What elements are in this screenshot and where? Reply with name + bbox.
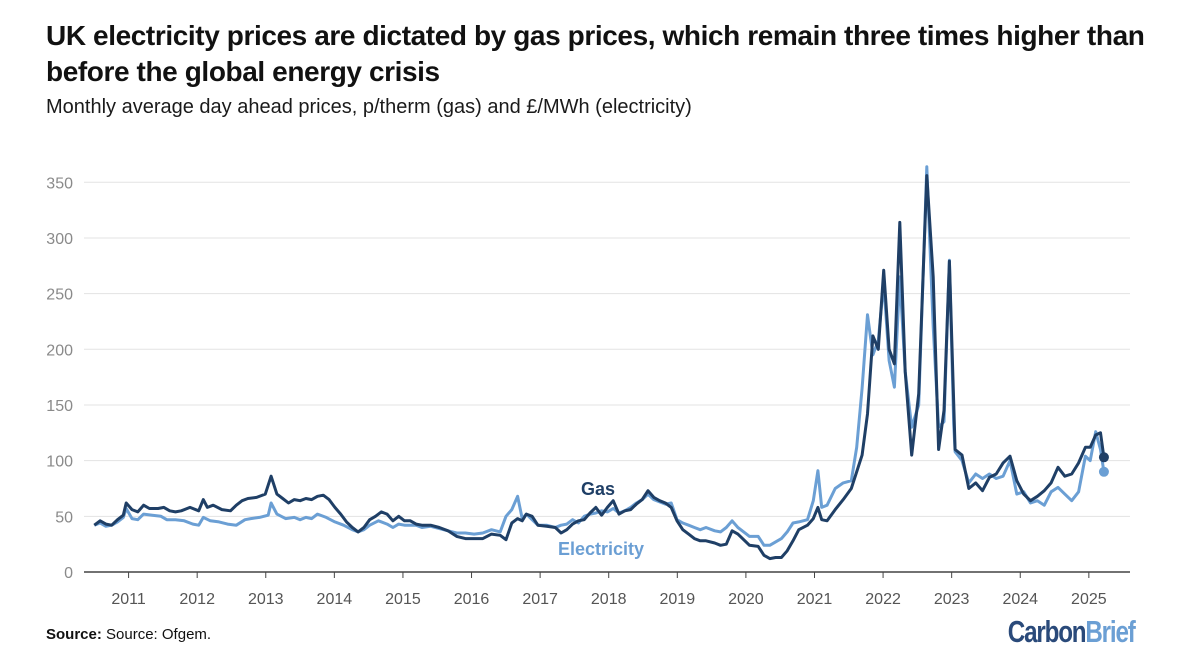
x-tick-label: 2022 xyxy=(865,591,901,608)
y-tick-label: 200 xyxy=(46,342,73,359)
x-tick-label: 2016 xyxy=(454,591,490,608)
electricity-line-end-point xyxy=(1098,466,1109,477)
x-tick-label: 2021 xyxy=(797,591,833,608)
electricity-series-label: Electricity xyxy=(558,539,644,559)
series-lines xyxy=(93,165,1109,561)
chart-subtitle: Monthly average day ahead prices, p/ther… xyxy=(46,96,692,118)
grid-lines xyxy=(84,181,1130,573)
x-tick-label: 2019 xyxy=(660,591,696,608)
x-tick-label: 2014 xyxy=(317,591,353,608)
x-tick-label: 2025 xyxy=(1071,591,1107,608)
source-label: Source: xyxy=(46,626,102,643)
source-note: Source: Source: Ofgem. xyxy=(46,626,211,643)
x-tick-label: 2018 xyxy=(591,591,627,608)
x-tick-label: 2015 xyxy=(385,591,421,608)
x-tick-label: 2024 xyxy=(1002,591,1038,608)
x-tick-label: 2012 xyxy=(179,591,215,608)
x-tick-label: 2023 xyxy=(934,591,970,608)
gas-line xyxy=(93,174,1106,561)
x-tick-label: 2011 xyxy=(111,591,146,608)
x-tick-labels: 2011 2012 2013 2014 2015 2016 2017 2018 2019 2020… xyxy=(111,572,1107,608)
y-tick-label: 250 xyxy=(46,287,73,304)
y-tick-label: 350 xyxy=(46,175,73,192)
gas-line-end-point xyxy=(1098,452,1109,463)
y-tick-label: 300 xyxy=(46,231,73,248)
series-annotations: Gas Electricity xyxy=(558,479,644,559)
chart-title: UK electricity prices are dictated by ga… xyxy=(46,20,1145,87)
x-tick-label: 2013 xyxy=(248,591,284,608)
gas-series-label: Gas xyxy=(581,479,615,499)
y-tick-label: 0 xyxy=(64,565,73,582)
y-tick-labels: 0 50 100 150 200 250 300 350 xyxy=(46,175,73,582)
source-text: Source: Ofgem. xyxy=(106,626,212,643)
y-tick-label: 50 xyxy=(55,509,73,526)
y-tick-label: 150 xyxy=(46,398,73,415)
carbonbrief-logo: CarbonBrief xyxy=(1008,614,1136,649)
x-tick-label: 2020 xyxy=(728,591,764,608)
y-tick-label: 100 xyxy=(46,454,73,471)
x-tick-label: 2017 xyxy=(522,591,558,608)
